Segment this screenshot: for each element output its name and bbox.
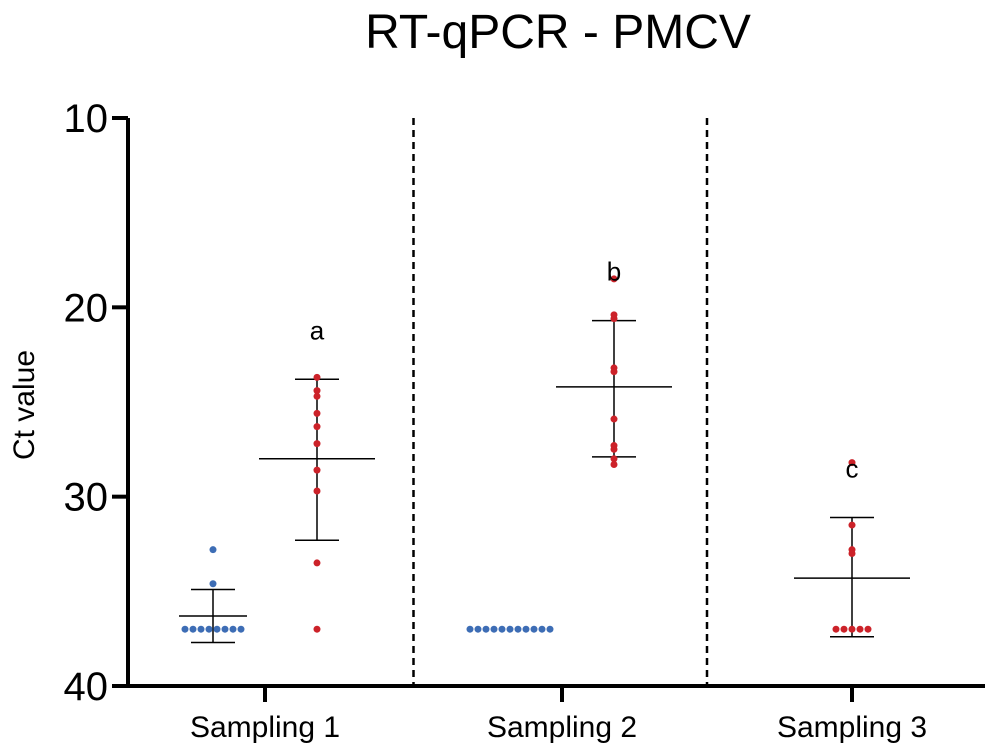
red-data-point (313, 409, 321, 417)
x-tick-label: Sampling 3 (777, 711, 927, 744)
blue-data-point (221, 625, 229, 633)
red-data-point (313, 423, 321, 431)
blue-data-point (522, 625, 530, 633)
red-data-point (313, 625, 321, 633)
blue-data-point (209, 580, 217, 588)
red-data-point (610, 455, 618, 463)
y-tick-label: 20 (64, 286, 109, 330)
blue-data-point (474, 625, 482, 633)
axes (112, 116, 985, 702)
red-data-point (610, 368, 618, 376)
significance-label: a (310, 315, 325, 345)
blue-data-point (197, 625, 205, 633)
x-tick-label: Sampling 2 (487, 711, 637, 744)
blue-data-point (213, 625, 221, 633)
blue-data-point (490, 625, 498, 633)
blue-data-point (189, 625, 197, 633)
red-data-point (610, 415, 618, 423)
y-tick-label: 10 (64, 97, 109, 141)
red-data-point (832, 625, 840, 633)
blue-data-point (229, 625, 237, 633)
red-data-point (848, 625, 856, 633)
blue-data-point (546, 625, 554, 633)
blue-data-point (209, 546, 217, 554)
blue-data-point (466, 625, 474, 633)
red-data-point (610, 275, 618, 283)
blue-data-point (482, 625, 490, 633)
red-data-point (610, 315, 618, 323)
red-data-point (610, 445, 618, 453)
red-data-point (313, 392, 321, 400)
tick-labels: 10 20 30 40 Sampling 1 Sampling 2 Sampling 3 a b… (64, 97, 928, 744)
data-points (181, 275, 872, 633)
blue-data-point (538, 625, 546, 633)
group-separators (412, 118, 709, 686)
red-data-point (864, 625, 872, 633)
red-data-point (840, 625, 848, 633)
blue-data-point (205, 625, 213, 633)
chart-title: RT-qPCR - PMCV (365, 6, 751, 59)
blue-data-point (498, 625, 506, 633)
blue-data-point (514, 625, 522, 633)
red-data-point (856, 625, 864, 633)
x-tick-label: Sampling 1 (190, 711, 340, 744)
blue-data-point (181, 625, 189, 633)
error-bars (179, 319, 910, 644)
blue-data-point (530, 625, 538, 633)
blue-data-point (506, 625, 514, 633)
red-data-point (313, 387, 321, 395)
red-data-point (313, 440, 321, 448)
red-data-point (848, 549, 856, 557)
red-data-point (848, 459, 856, 467)
significance-label: b (607, 257, 621, 287)
y-axis-label: Ct value (8, 350, 41, 460)
red-data-point (313, 487, 321, 495)
y-tick-label: 40 (64, 665, 109, 709)
y-tick-label: 30 (64, 476, 109, 520)
red-data-point (848, 521, 856, 529)
red-data-point (313, 559, 321, 567)
red-data-point (313, 466, 321, 474)
significance-label: c (846, 453, 859, 483)
blue-data-point (237, 625, 245, 633)
red-data-point (610, 460, 618, 468)
red-data-point (313, 373, 321, 381)
